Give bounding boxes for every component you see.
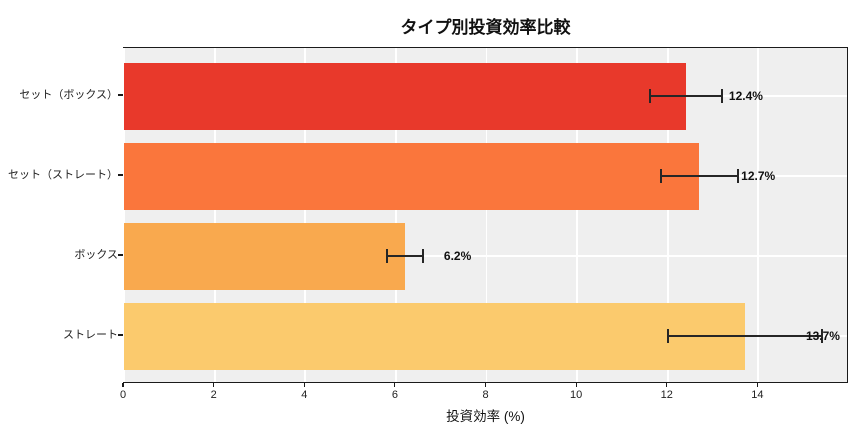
- x-tick-label: 12: [660, 389, 673, 401]
- error-bar-cap: [385, 249, 388, 263]
- bar: [124, 142, 700, 210]
- gridline-v: [213, 48, 216, 382]
- y-tick-mark: [118, 254, 123, 256]
- error-bar-cap: [820, 329, 823, 343]
- bar-value-label: 13.7%: [805, 329, 840, 343]
- error-bar: [386, 255, 424, 257]
- chart-title: タイプ別投資効率比較: [400, 18, 571, 37]
- error-bar-cap: [737, 169, 739, 183]
- bar-value-label: 12.7%: [741, 169, 776, 183]
- bar-value-label: 6.2%: [443, 249, 472, 263]
- error-bar-cap: [648, 89, 651, 103]
- gridline-v: [757, 48, 760, 382]
- x-tick-label: 0: [119, 389, 127, 401]
- plot-area: 12.4% 12.7% 6.2% 13.7%: [123, 47, 848, 383]
- y-tick-label: ボックス: [74, 248, 118, 261]
- error-bar: [660, 175, 738, 177]
- bar: [124, 62, 686, 130]
- bar: [124, 302, 745, 370]
- gridline-v: [485, 48, 488, 382]
- error-bar-cap: [721, 89, 724, 103]
- bar: [124, 222, 405, 290]
- error-bar: [667, 335, 822, 337]
- y-tick-label: ストレート: [63, 328, 118, 341]
- x-tick-mark: [303, 383, 305, 387]
- y-tick-mark: [118, 94, 123, 96]
- x-tick-mark: [213, 383, 215, 387]
- gridline-v: [123, 48, 125, 382]
- x-tick-mark: [756, 383, 758, 387]
- x-tick-label: 10: [570, 389, 583, 401]
- x-tick-mark: [484, 383, 487, 387]
- y-tick-mark: [118, 334, 123, 336]
- x-axis-label: 投資効率 (%): [446, 409, 525, 424]
- x-tick-label: 2: [210, 389, 217, 401]
- x-tick-mark: [394, 383, 396, 387]
- x-tick-mark: [575, 383, 577, 387]
- y-tick-label: セット（ボックス）: [19, 88, 118, 101]
- gridline-v: [394, 48, 397, 382]
- y-tick-label: セット（ストレート）: [8, 168, 118, 181]
- x-tick-label: 6: [391, 389, 398, 401]
- x-tick-label: 14: [751, 389, 764, 401]
- error-bar-cap: [666, 329, 669, 343]
- gridline-v: [666, 48, 669, 382]
- x-tick-mark: [666, 383, 668, 387]
- gridline-h: [124, 255, 847, 257]
- x-tick-label: 4: [301, 389, 308, 401]
- error-bar: [649, 95, 723, 97]
- bar-value-label: 12.4%: [728, 89, 763, 103]
- gridline-v: [304, 48, 307, 382]
- error-bar-cap: [422, 249, 424, 263]
- y-tick-mark: [118, 174, 123, 176]
- error-bar-cap: [660, 169, 662, 183]
- x-tick-mark: [122, 383, 124, 387]
- gridline-v: [576, 48, 579, 382]
- x-tick-label: 8: [482, 389, 489, 401]
